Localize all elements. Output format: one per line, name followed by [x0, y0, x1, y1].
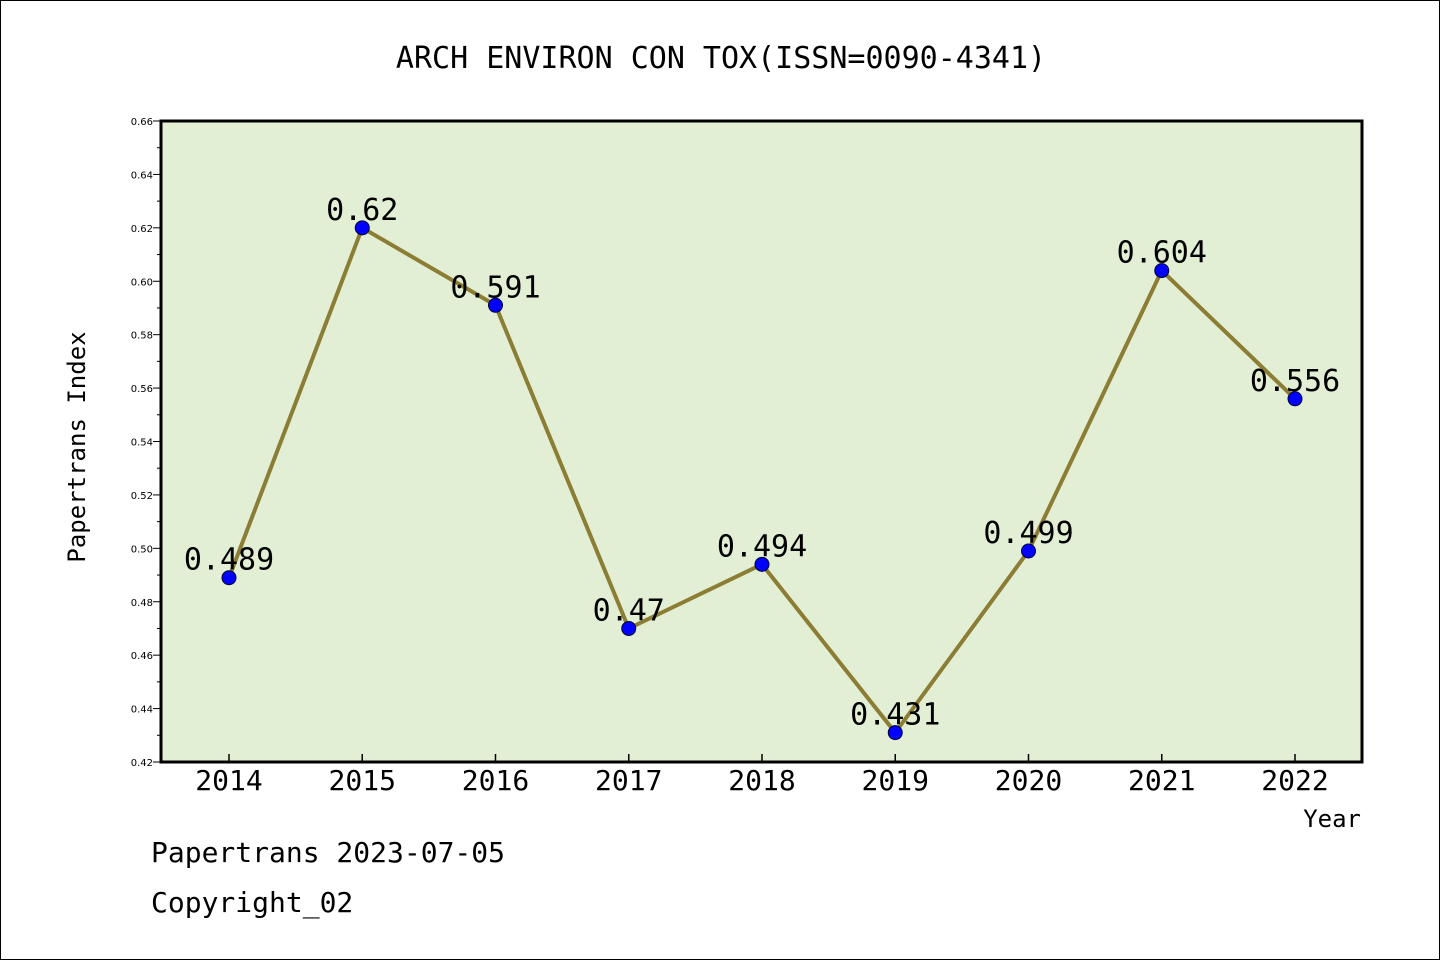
data-point: [754, 556, 770, 572]
data-label: 0.62: [326, 193, 398, 228]
x-tick-label: 2022: [1261, 764, 1328, 797]
data-label: 0.591: [450, 270, 540, 305]
y-tick-label: 0.66: [131, 117, 153, 128]
y-tick-label: 0.44: [131, 705, 153, 716]
data-label: 0.431: [850, 698, 940, 733]
x-tick-label: 2021: [1128, 764, 1195, 797]
x-axis-label: Year: [1303, 805, 1361, 833]
x-tick-label: 2014: [195, 764, 262, 797]
y-tick-label: 0.42: [131, 758, 153, 769]
data-point: [621, 620, 637, 636]
y-axis-label: Papertrans Index: [63, 331, 91, 562]
y-tick-label: 0.60: [131, 277, 153, 288]
x-tick-label: 2015: [329, 764, 396, 797]
y-tick-label: 0.52: [131, 491, 153, 502]
y-tick-label: 0.50: [131, 544, 153, 555]
data-label: 0.604: [1117, 236, 1207, 271]
x-axis-ticks: 2014 2015 2016 2017 2018 2019 2020 2021 2022: [195, 754, 1329, 797]
x-tick-label: 2019: [862, 764, 929, 797]
data-point: [221, 570, 237, 586]
data-point: [1021, 543, 1036, 559]
y-tick-label: 0.56: [131, 384, 153, 395]
data-label: 0.556: [1250, 364, 1340, 399]
y-axis-ticks: 0.42 0.44 0.46 0.48 0.50 0.52 0.54 0.56 0.58 0.60…: [131, 117, 161, 769]
y-tick-label: 0.48: [131, 598, 153, 609]
data-label: 0.47: [593, 593, 665, 628]
data-point: [488, 297, 503, 313]
footer-date: Papertrans 2023-07-05: [151, 836, 506, 869]
x-tick-label: 2018: [728, 764, 795, 797]
data-point: [1287, 391, 1303, 407]
plot-border: [159, 119, 1364, 764]
y-tick-label: 0.46: [131, 651, 153, 662]
y-tick-label: 0.62: [131, 224, 153, 235]
y-tick-label: 0.54: [131, 438, 153, 449]
data-label: 0.494: [717, 529, 807, 564]
data-label: 0.489: [184, 543, 274, 578]
x-tick-label: 2017: [595, 764, 662, 797]
data-point: [1154, 263, 1170, 279]
series-layer: 0.489 0.62 0.591 0.47 0.494 0.431 0.499 0.604 0.…: [184, 193, 1340, 741]
x-tick-label: 2016: [462, 764, 529, 797]
data-point: [354, 220, 370, 236]
y-tick-label: 0.58: [131, 331, 153, 342]
chart-title: ARCH ENVIRON CON TOX(ISSN=0090-4341): [396, 41, 1046, 76]
data-label: 0.499: [983, 516, 1073, 551]
data-point: [887, 725, 903, 741]
y-tick-label: 0.64: [131, 170, 153, 181]
footer-copyright: Copyright_02: [151, 886, 354, 919]
x-tick-label: 2020: [995, 764, 1062, 797]
